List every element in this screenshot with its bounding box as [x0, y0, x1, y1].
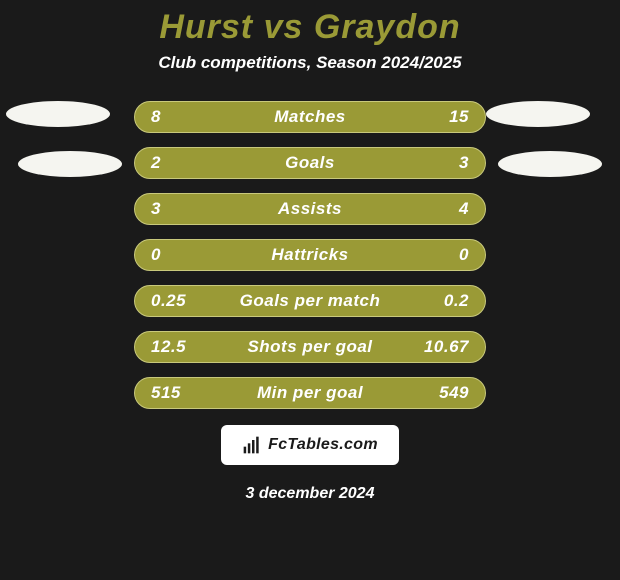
stat-row: 2Goals3 — [134, 147, 486, 179]
stat-left-value: 515 — [135, 383, 205, 403]
comparison-date: 3 december 2024 — [0, 485, 620, 503]
stat-row: 0Hattricks0 — [134, 239, 486, 271]
stat-row: 8Matches15 — [134, 101, 486, 133]
stat-left-value: 3 — [135, 199, 205, 219]
stat-label: Shots per goal — [205, 337, 415, 357]
decoration-ellipse-right-top — [486, 101, 590, 127]
stat-left-value: 12.5 — [135, 337, 205, 357]
stat-right-value: 0 — [415, 245, 485, 265]
decoration-ellipse-right-mid — [498, 151, 602, 177]
stat-right-value: 3 — [415, 153, 485, 173]
decoration-ellipse-left-top — [6, 101, 110, 127]
stat-label: Goals — [205, 153, 415, 173]
stat-right-value: 0.2 — [415, 291, 485, 311]
stat-left-value: 8 — [135, 107, 205, 127]
stat-label: Goals per match — [205, 291, 415, 311]
stat-row: 3Assists4 — [134, 193, 486, 225]
branding-badge: FcTables.com — [221, 425, 399, 465]
stat-label: Min per goal — [205, 383, 415, 403]
stat-label: Matches — [205, 107, 415, 127]
comparison-title: Hurst vs Graydon — [0, 0, 620, 53]
stat-right-value: 10.67 — [415, 337, 485, 357]
stat-right-value: 4 — [415, 199, 485, 219]
stat-row: 12.5Shots per goal10.67 — [134, 331, 486, 363]
bars-icon — [242, 435, 262, 455]
stats-container: 8Matches152Goals33Assists40Hattricks00.2… — [0, 101, 620, 409]
stat-left-value: 0.25 — [135, 291, 205, 311]
decoration-ellipse-left-mid — [18, 151, 122, 177]
stat-row: 0.25Goals per match0.2 — [134, 285, 486, 317]
stat-right-value: 15 — [415, 107, 485, 127]
stat-label: Hattricks — [205, 245, 415, 265]
stat-label: Assists — [205, 199, 415, 219]
stat-left-value: 2 — [135, 153, 205, 173]
stat-row: 515Min per goal549 — [134, 377, 486, 409]
comparison-subtitle: Club competitions, Season 2024/2025 — [0, 53, 620, 73]
branding-text: FcTables.com — [268, 436, 378, 454]
stat-left-value: 0 — [135, 245, 205, 265]
stat-right-value: 549 — [415, 383, 485, 403]
